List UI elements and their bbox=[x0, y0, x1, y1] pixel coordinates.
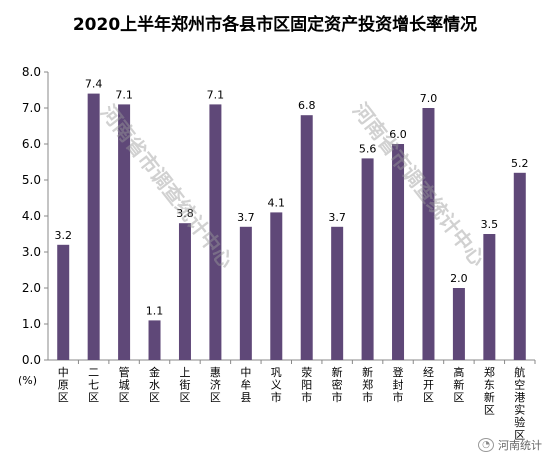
wechat-icon: ◔ bbox=[478, 438, 494, 452]
x-tick-label: 航空港实验区 bbox=[514, 365, 525, 442]
bar-惠济区 bbox=[209, 104, 222, 361]
bar-value-label: 5.6 bbox=[359, 142, 377, 155]
x-tick-label: 中原区 bbox=[58, 366, 69, 404]
x-tick-label: 中牟县 bbox=[240, 366, 251, 404]
bar-value-label: 6.8 bbox=[298, 99, 316, 112]
bar-value-label: 3.5 bbox=[481, 218, 499, 231]
bar-高新区 bbox=[452, 288, 465, 360]
bar-value-label: 5.2 bbox=[511, 157, 529, 170]
bar-经开区 bbox=[422, 108, 435, 360]
bar-value-label: 6.0 bbox=[389, 128, 407, 141]
labels-layer: 3.2 中原区 7.4 二七区 7.1 管城区 1.1 金水区 3.8 上街区 7.1 惠济区 3.7 中… bbox=[54, 78, 528, 442]
x-tick-label: 二七区 bbox=[88, 366, 99, 404]
y-tick-label: 6.0 bbox=[22, 137, 41, 151]
y-tick-label: 1.0 bbox=[22, 317, 41, 331]
x-tick-label: 高新区 bbox=[453, 365, 464, 404]
bars-layer bbox=[57, 93, 526, 361]
x-tick-label: 惠济区 bbox=[210, 365, 221, 404]
x-tick-label: 管城区 bbox=[119, 365, 130, 404]
y-tick-label: 4.0 bbox=[22, 209, 41, 223]
bar-中原区 bbox=[57, 244, 70, 360]
x-tick-label: 新郑市 bbox=[362, 365, 373, 404]
bar-value-label: 3.8 bbox=[176, 207, 194, 220]
bar-巩义市 bbox=[270, 212, 283, 360]
y-tick-label: 3.0 bbox=[22, 245, 41, 259]
y-tick-label: 2.0 bbox=[22, 281, 41, 295]
bar-金水区 bbox=[148, 320, 161, 360]
footer-logo: ◔ 河南统计 bbox=[478, 437, 542, 453]
footer-logo-text: 河南统计 bbox=[498, 439, 542, 452]
bar-value-label: 7.4 bbox=[85, 78, 103, 91]
x-tick-label: 荥阳市 bbox=[301, 365, 312, 404]
bar-value-label: 3.2 bbox=[54, 229, 72, 242]
bar-value-label: 7.1 bbox=[115, 88, 133, 101]
bar-value-label: 1.1 bbox=[146, 304, 164, 317]
y-tick-label: 7.0 bbox=[22, 101, 41, 115]
x-tick-label: 新密市 bbox=[332, 365, 343, 404]
bar-新郑市 bbox=[361, 158, 374, 360]
y-tick-label: 8.0 bbox=[22, 65, 41, 79]
y-tick-label: 5.0 bbox=[22, 173, 41, 187]
bar-登封市 bbox=[392, 144, 405, 360]
axis-layer: 0.0 1.0 2.0 3.0 4.0 5.0 6.0 7.0 8.0 (%) bbox=[18, 65, 536, 387]
y-tick-label: 0.0 bbox=[22, 353, 41, 367]
bar-value-label: 2.0 bbox=[450, 272, 468, 285]
x-tick-label: 上街区 bbox=[179, 366, 190, 404]
chart-title: 2020上半年郑州市各县市区固定资产投资增长率情况 bbox=[72, 15, 478, 35]
x-tick-label: 登封市 bbox=[393, 365, 404, 404]
bar-管城区 bbox=[118, 104, 131, 361]
bar-荥阳市 bbox=[300, 115, 313, 360]
bar-上街区 bbox=[178, 223, 191, 360]
y-axis-unit-label: (%) bbox=[18, 374, 37, 387]
x-tick-label: 巩义市 bbox=[271, 366, 282, 404]
x-tick-label: 经开区 bbox=[423, 366, 434, 404]
bar-中牟县 bbox=[239, 226, 252, 360]
bar-value-label: 7.1 bbox=[207, 88, 225, 101]
bar-value-label: 4.1 bbox=[268, 196, 286, 209]
x-tick-label: 郑东新区 bbox=[484, 365, 495, 417]
x-tick-label: 金水区 bbox=[149, 365, 160, 404]
bar-航空港实验区 bbox=[513, 172, 526, 360]
bar-新密市 bbox=[331, 226, 344, 360]
bar-郑东新区 bbox=[483, 234, 496, 360]
bar-value-label: 7.0 bbox=[420, 92, 438, 105]
bar-value-label: 3.7 bbox=[328, 211, 346, 224]
bar-value-label: 3.7 bbox=[237, 211, 255, 224]
bar-二七区 bbox=[87, 93, 100, 360]
